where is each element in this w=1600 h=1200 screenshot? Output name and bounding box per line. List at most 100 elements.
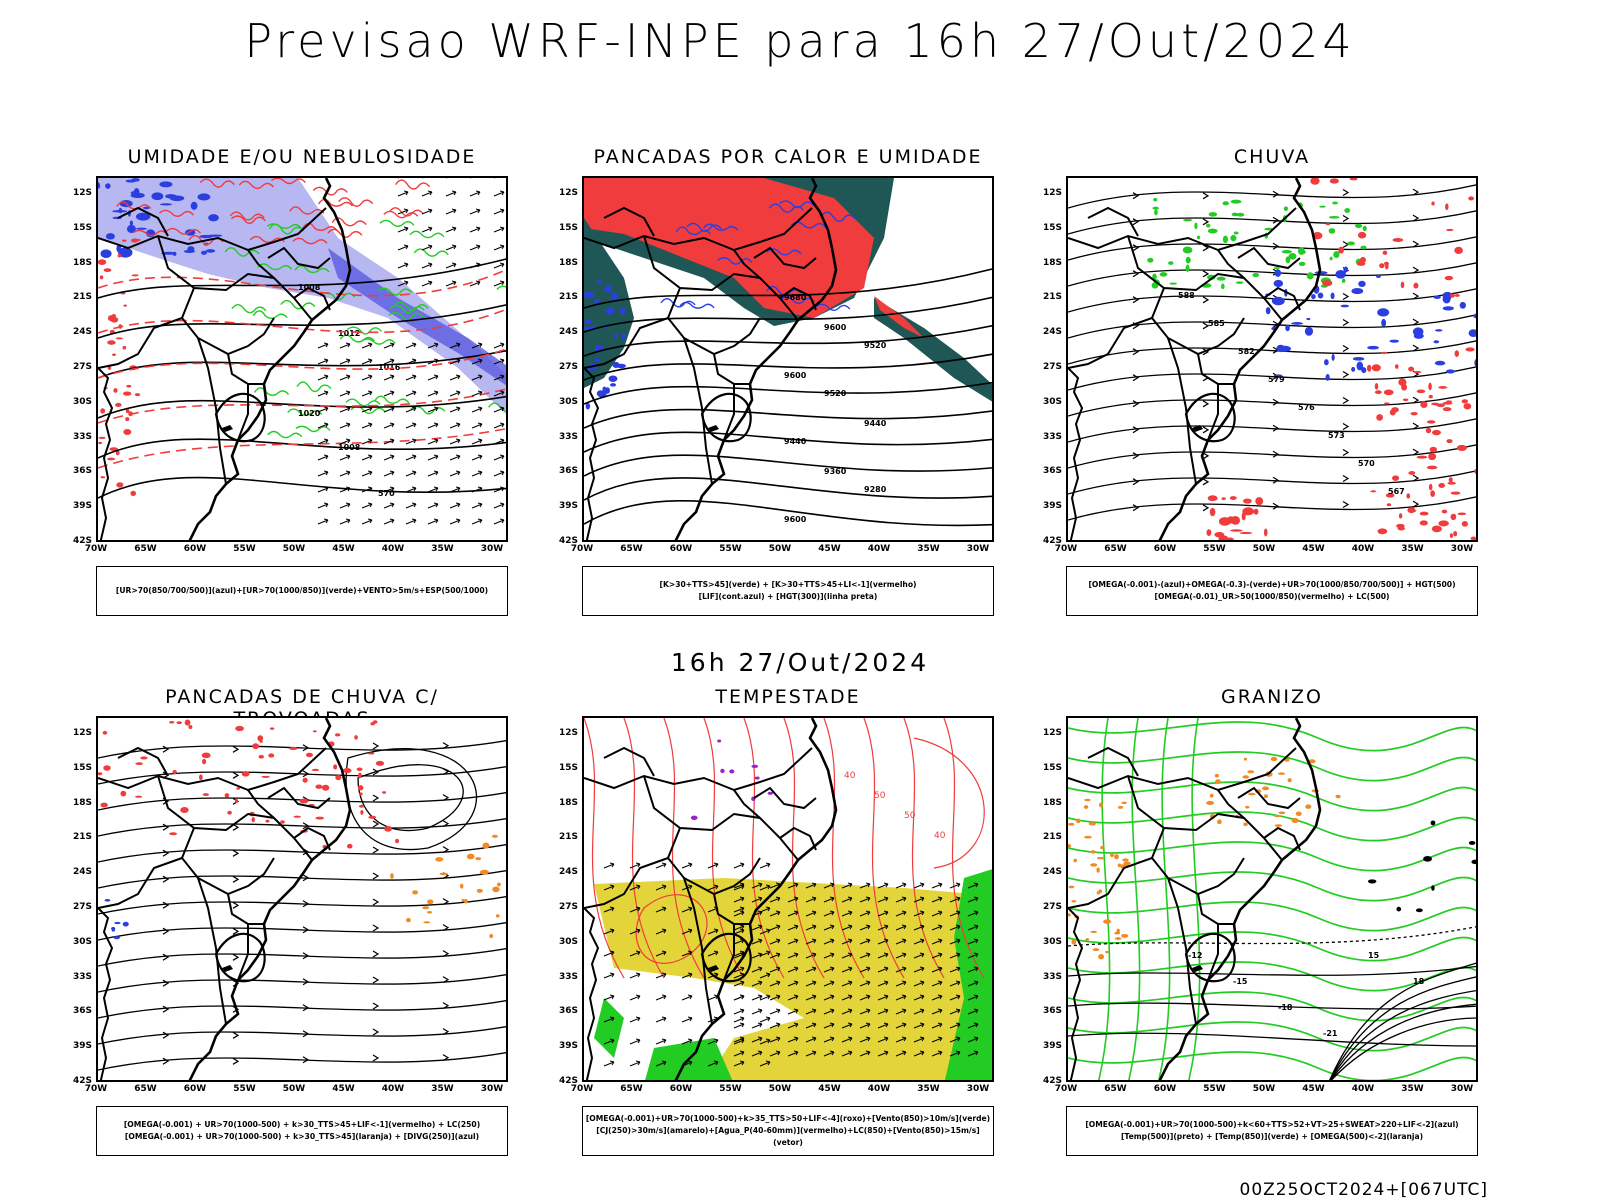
contour-label: 18: [1413, 977, 1425, 986]
latitude-label: 36S: [1042, 1006, 1062, 1017]
map-panel: -12 -15 -18 -21 15 18: [1066, 716, 1478, 1082]
longitude-label: 35W: [1401, 544, 1424, 554]
latitude-label: 15S: [1042, 762, 1062, 773]
latitude-label: 36S: [1042, 466, 1062, 477]
map-panel: 40 50 50 40: [582, 716, 994, 1082]
panel-legend: [OMEGA(-0.001)-(azul)+OMEGA(-0.3)-(verde…: [1066, 566, 1478, 616]
panel-legend: [K>30+TTS>45](verde) + [K>30+TTS>45+LI<-…: [582, 566, 994, 616]
contour-label: 9280: [864, 485, 887, 494]
latitude-label: 42S: [558, 536, 578, 546]
contour-label: 9600: [824, 323, 847, 332]
longitude-label: 35W: [917, 1084, 940, 1094]
latitude-label: 12S: [558, 728, 578, 738]
longitude-label: 70W: [84, 544, 108, 554]
legend-line: [UR>70(850/700/500)](azul)+[UR>70(1000/8…: [115, 586, 489, 595]
latitude-label: 33S: [1042, 971, 1062, 982]
legend-line: [OMEGA(-0.001)-(azul)+OMEGA(-0.3)-(verde…: [1088, 580, 1456, 589]
longitude-label: 70W: [1054, 544, 1078, 554]
contour-label: 1012: [338, 329, 360, 338]
latitude-label: 39S: [558, 1041, 578, 1052]
legend-line: [OMEGA(-0.001)+UR>70(1000-500)+k>35_TTS>…: [585, 1114, 991, 1123]
longitude-label: 30W: [1450, 544, 1474, 554]
longitude-label: 50W: [768, 544, 792, 554]
contour-label: -18: [1278, 1003, 1293, 1012]
longitude-label: 55W: [233, 1084, 256, 1094]
contour-label: 1008: [298, 283, 321, 292]
longitude-label: 70W: [570, 544, 594, 554]
panel-legend: [UR>70(850/700/500)](azul)+[UR>70(1000/8…: [96, 566, 508, 616]
latitude-label: 27S: [1042, 362, 1062, 372]
longitude-label: 65W: [620, 544, 643, 554]
latitude-label: 42S: [72, 1076, 92, 1086]
contour-label: 40: [844, 771, 856, 781]
longitude-label: 35W: [917, 544, 940, 554]
contour-label: 9600: [784, 371, 807, 380]
latitude-label: 39S: [558, 501, 578, 512]
panel-title: TEMPESTADE: [715, 686, 861, 708]
latitude-label: 42S: [72, 536, 92, 546]
map-panel: 9680 9600 9520 9600 9520 9440 9440 9360 9280 9600: [582, 176, 994, 542]
longitude-label: 50W: [768, 1084, 792, 1094]
latitude-label: 24S: [558, 867, 578, 878]
longitude-label: 40W: [381, 544, 405, 554]
longitude-label: 50W: [1252, 1084, 1276, 1094]
contour-label: 50: [874, 791, 886, 801]
latitude-label: 12S: [72, 728, 92, 738]
contour-label: 576: [1298, 403, 1315, 412]
latitude-label: 27S: [72, 902, 92, 912]
latitude-label: 24S: [72, 867, 92, 878]
map-panel: 588 585 582 579 576 573 570 567: [1066, 176, 1478, 542]
panel-title: GRANIZO: [1221, 686, 1323, 708]
latitude-label: 30S: [72, 936, 92, 947]
latitude-label: 18S: [72, 797, 92, 808]
contour-label: 50: [904, 811, 916, 821]
latitude-label: 15S: [72, 222, 92, 233]
longitude-label: 40W: [381, 1084, 405, 1094]
contour-label: 9440: [784, 437, 807, 446]
latitude-label: 21S: [1042, 832, 1062, 843]
panel-legend: [OMEGA(-0.001)+UR>70(1000-500)+k<60+TTS>…: [1066, 1106, 1478, 1156]
latitude-label: 24S: [558, 327, 578, 338]
legend-line: [OMEGA(-0.01)_UR>50(1000/850)(vermelho) …: [1154, 592, 1390, 601]
longitude-label: 55W: [1203, 1084, 1226, 1094]
map-canvas: 40 50 50 40: [584, 718, 992, 1080]
latitude-label: 27S: [558, 362, 578, 372]
latitude-label: 27S: [558, 902, 578, 912]
panel-title: PANCADAS POR CALOR E UMIDADE: [593, 146, 983, 168]
longitude-label: 70W: [570, 1084, 594, 1094]
latitude-label: 33S: [558, 431, 578, 442]
map-canvas: [98, 718, 506, 1080]
latitude-label: 33S: [558, 971, 578, 982]
map-canvas: 1008 1012 1016 1020 1008 570: [98, 178, 506, 540]
contour-label: -21: [1323, 1029, 1338, 1038]
longitude-label: 30W: [480, 1084, 504, 1094]
contour-label: 1008: [338, 443, 361, 452]
run-footer: 00Z25OCT2024+[067UTC]: [1239, 1180, 1488, 1200]
latitude-label: 39S: [1042, 1041, 1062, 1052]
longitude-label: 65W: [1104, 1084, 1127, 1094]
latitude-label: 18S: [1042, 257, 1062, 268]
legend-line: [OMEGA(-0.001) + UR>70(1000-500) + k>30_…: [124, 1132, 480, 1141]
latitude-label: 36S: [558, 1006, 578, 1017]
longitude-label: 30W: [966, 1084, 990, 1094]
latitude-label: 21S: [72, 832, 92, 843]
contour-label: 573: [1328, 431, 1345, 440]
latitude-label: 42S: [558, 1076, 578, 1086]
longitude-label: 60W: [183, 1084, 207, 1094]
map-canvas: 9680 9600 9520 9600 9520 9440 9440 9360 9280 9600: [584, 178, 992, 540]
contour-label: 579: [1268, 375, 1285, 384]
latitude-label: 21S: [1042, 292, 1062, 303]
longitude-label: 55W: [1203, 544, 1226, 554]
legend-line: [OMEGA(-0.001)+UR>70(1000-500)+k<60+TTS>…: [1085, 1120, 1459, 1129]
latitude-label: 33S: [1042, 431, 1062, 442]
contour-label: 570: [378, 489, 395, 498]
map-panel: [96, 716, 508, 1082]
legend-line: [CJ(250)>30m/s](amarelo)+[Agua_P(40-60mm…: [596, 1126, 980, 1147]
latitude-label: 24S: [1042, 327, 1062, 338]
latitude-label: 15S: [72, 762, 92, 773]
longitude-label: 70W: [84, 1084, 108, 1094]
latitude-label: 39S: [72, 501, 92, 512]
contour-label: 1016: [378, 363, 401, 372]
contour-label: 9680: [784, 293, 807, 302]
longitude-label: 55W: [233, 544, 256, 554]
